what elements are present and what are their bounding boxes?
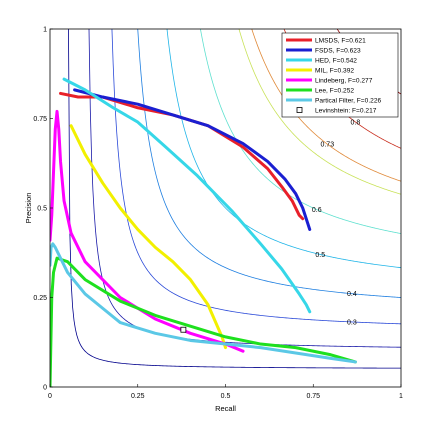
axis-ticks: 0 0.25 0.5 0.75 1 0 0.25 0.5 0.75 1	[33, 27, 403, 401]
x-tick-label: 1	[399, 393, 403, 400]
series-line	[50, 109, 245, 353]
legend-entry: MIL, F=0.392	[315, 67, 354, 74]
legend-entry: HED, F=0.542	[315, 57, 357, 64]
iso-f-contour-label: 0.6	[312, 207, 322, 214]
y-tick-label: 0.25	[33, 295, 47, 302]
y-axis-label: Precision	[24, 193, 33, 224]
series-line	[73, 88, 312, 231]
iso-f-contour	[238, 29, 401, 195]
x-tick-label: 0.5	[221, 393, 231, 400]
legend-entry: Partical Filter, F=0.226	[315, 97, 381, 104]
iso-f-contour-label: 0.4	[347, 291, 357, 298]
iso-f-contour	[68, 29, 401, 369]
x-tick-label: 0.25	[131, 393, 145, 400]
y-tick-label: 0.5	[37, 206, 47, 213]
legend-entry: LMSDS, F=0.621	[315, 37, 366, 44]
iso-f-contour	[111, 29, 401, 325]
legend-box	[281, 32, 399, 118]
legend: LMSDS, F=0.621 FSDS, F=0.623 HED, F=0.542 M…	[281, 32, 399, 118]
iso-f-contour-labels: 0.3 0.4 0.5 0.6 0.73 0.8	[312, 119, 360, 326]
pr-curves	[50, 77, 357, 387]
y-tick-label: 1	[43, 27, 47, 34]
iso-f-contour	[137, 29, 401, 298]
legend-swatch	[296, 107, 303, 113]
series-line	[50, 242, 357, 364]
iso-f-contour-label: 0.3	[347, 319, 357, 326]
iso-f-contour-label: 0.73	[320, 142, 334, 149]
series-line	[62, 77, 312, 314]
legend-entry: Levinshtein: F=0.217	[315, 107, 377, 114]
x-axis-label: Recall	[215, 404, 236, 413]
series-line	[50, 256, 357, 387]
legend-entry: Lindeberg, F=0.277	[315, 77, 373, 84]
x-tick-label: 0	[48, 393, 52, 400]
series-line	[69, 124, 227, 350]
legend-entry: FSDS, F=0.623	[315, 47, 361, 54]
x-tick-label: 0.75	[306, 393, 320, 400]
y-tick-label: 0	[43, 385, 47, 392]
series-marker	[180, 326, 187, 333]
iso-f-contour-label: 0.5	[315, 252, 325, 259]
iso-f-contour-label: 0.8	[351, 119, 361, 126]
legend-entry: Lee, F=0.252	[315, 87, 354, 94]
y-tick-label: 0.75	[33, 116, 47, 123]
iso-f-contour	[251, 29, 401, 182]
